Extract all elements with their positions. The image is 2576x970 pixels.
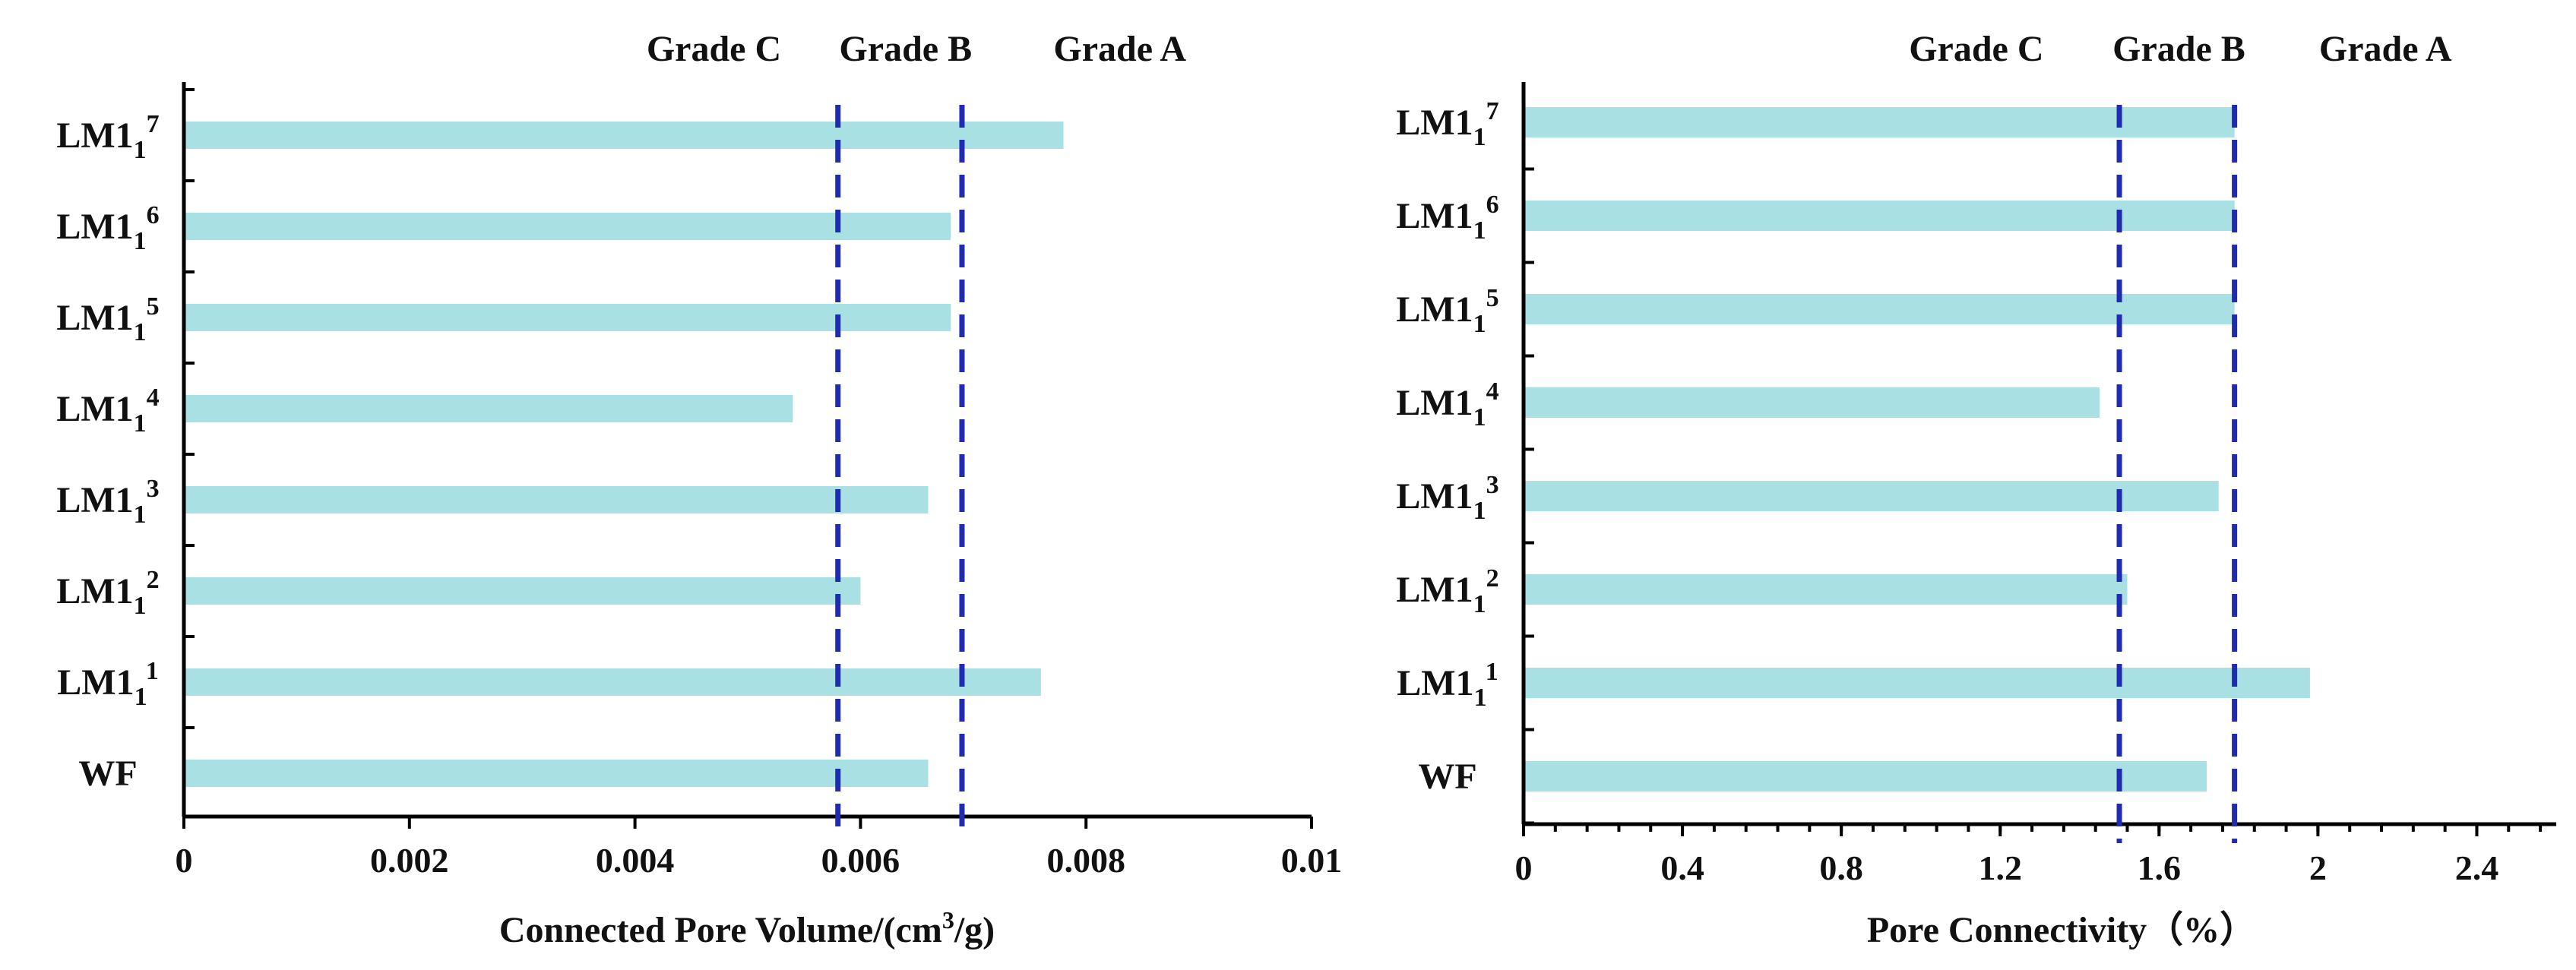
category-label-4: LM113 [56,475,159,529]
category-label-6: LM111 [57,657,158,711]
x-tick-label-6: 2.4 [2455,848,2499,887]
bar-6 [1524,668,2310,698]
bar-4 [184,486,929,513]
category-label-1: LM116 [56,201,159,255]
bar-2 [184,304,951,331]
x-tick-label-4: 1.6 [2138,848,2182,887]
category-label-5: LM112 [1396,564,1498,618]
grade-label-grade-b: Grade B [839,29,972,69]
bar-1 [184,213,951,240]
category-label-2: LM115 [56,292,159,346]
category-label-3: LM114 [56,384,159,438]
category-label-7: WF [1418,757,1476,797]
grade-label-grade-c: Grade C [647,29,781,69]
x-tick-label-2: 0.8 [1819,848,1863,887]
bar-4 [1524,481,2219,511]
bar-0 [1524,107,2235,137]
category-label-7: WF [78,754,137,794]
x-tick-label-5: 0.01 [1281,841,1343,880]
grade-label-grade-a: Grade A [2319,29,2452,69]
bar-7 [184,760,929,787]
bar-6 [184,668,1041,696]
x-tick-label-1: 0.4 [1660,848,1704,887]
bar-7 [1524,761,2207,791]
x-tick-label-2: 0.004 [596,841,675,880]
pore-connectivity-chart: LM117 LM116 LM115 LM114 LM113 LM112 LM111 WF 0 0.… [1396,29,2556,950]
x-tick-label-1: 0.002 [370,841,449,880]
bar-5 [1524,574,2128,605]
category-label-0: LM117 [56,110,159,164]
bar-0 [184,122,1064,149]
category-label-0: LM117 [1396,97,1498,151]
category-label-4: LM113 [1396,471,1498,525]
bar-5 [184,577,861,605]
x-axis-title: Connected Pore Volume/(cm3/g) [499,906,995,950]
category-label-3: LM114 [1396,378,1498,431]
category-label-1: LM116 [1396,191,1498,245]
category-label-5: LM112 [56,566,159,620]
x-axis-title: Pore Connectivity（%） [1867,910,2256,950]
x-tick-label-0: 0 [1515,848,1533,887]
connected-pore-volume-chart: LM117 LM116 LM115 LM114 LM113 LM112 LM111 WF 0 0.… [56,29,1342,950]
x-tick-label-0: 0 [176,841,193,880]
grade-label-grade-a: Grade A [1053,29,1186,69]
x-tick-label-3: 0.006 [821,841,900,880]
category-label-6: LM111 [1397,658,1498,712]
bar-3 [184,395,793,422]
grade-label-grade-b: Grade B [2112,29,2245,69]
bar-2 [1524,294,2235,324]
x-tick-label-5: 2 [2309,848,2327,887]
bar-3 [1524,387,2100,418]
bar-1 [1524,201,2235,231]
category-label-2: LM115 [1396,284,1498,338]
x-tick-label-3: 1.2 [1978,848,2022,887]
x-tick-label-4: 0.008 [1046,841,1125,880]
grade-label-grade-c: Grade C [1909,29,2043,69]
